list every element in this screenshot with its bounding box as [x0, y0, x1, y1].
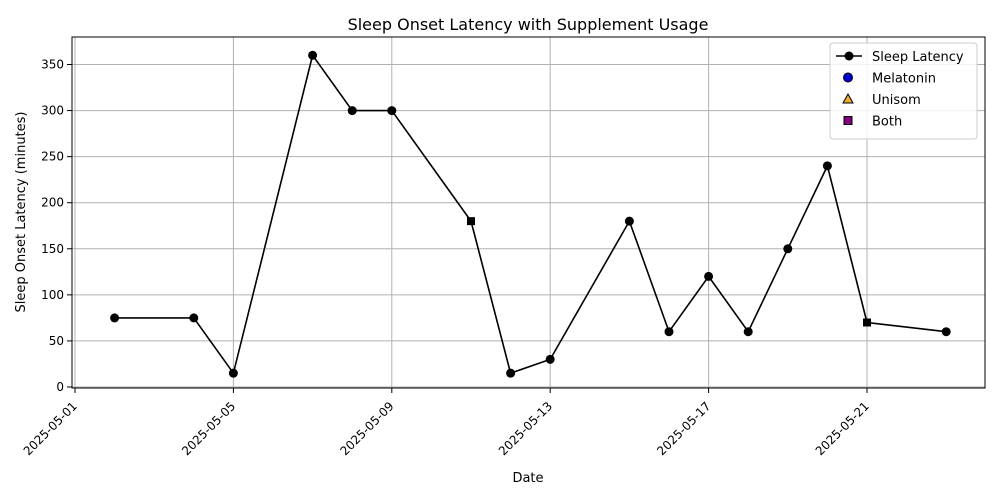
data-point [347, 106, 357, 116]
y-tick-label: 250 [41, 150, 64, 164]
data-point [308, 50, 318, 60]
data-point [228, 368, 238, 378]
legend-item: Sleep Latency [836, 50, 964, 65]
y-tick-label: 200 [41, 196, 64, 210]
data-point [664, 327, 674, 337]
y-tick-label: 50 [49, 334, 64, 348]
x-tick-label: 2025-05-05 [179, 399, 238, 458]
data-point [545, 354, 555, 364]
series-line [114, 53, 947, 376]
data-point [387, 106, 397, 116]
legend-box [829, 42, 978, 140]
y-tick-label: 100 [41, 288, 64, 302]
legend-item: Both [843, 115, 902, 130]
legend-label: Sleep Latency [872, 50, 964, 65]
legend-marker [843, 72, 853, 83]
legend: Sleep Latency Melatonin Unisom Both [829, 42, 978, 140]
y-tick-label: 300 [41, 104, 64, 118]
legend-label: Melatonin [872, 72, 936, 87]
data-point [110, 313, 120, 323]
x-tick-label: 2025-05-21 [813, 399, 872, 458]
y-tick-label: 350 [41, 58, 64, 72]
y-axis-label: Sleep Onset Latency (minutes) [14, 112, 29, 313]
legend-marker [843, 116, 853, 125]
data-point [743, 327, 753, 337]
legend-label: Unisom [872, 93, 921, 108]
legend-marker [844, 51, 854, 61]
data-point [189, 313, 199, 323]
data-point [783, 244, 793, 254]
data-point [941, 327, 951, 337]
data-point [624, 216, 634, 226]
data-point [506, 368, 516, 378]
series-group [110, 50, 951, 378]
legend-label: Both [872, 115, 902, 130]
x-tick-label: 2025-05-13 [496, 399, 555, 458]
x-tick-label: 2025-05-09 [337, 399, 396, 458]
legend-item: Melatonin [843, 72, 936, 87]
data-point [704, 271, 714, 281]
plot-frame [71, 36, 986, 389]
legend-item: Unisom [842, 92, 921, 108]
y-tick-label: 150 [41, 242, 64, 256]
x-tick-label: 2025-05-17 [654, 399, 713, 458]
chart-title: Sleep Onset Latency with Supplement Usag… [348, 15, 709, 34]
y-axis: 0 50 100 150 200 250 300 350 [41, 58, 72, 394]
y-tick-label: 0 [56, 380, 64, 394]
data-point [822, 161, 832, 171]
x-axis: 2025-05-01 2025-05-05 2025-05-09 2025-05-13… [21, 388, 872, 458]
x-tick-label: 2025-05-01 [21, 399, 80, 458]
legend-marker [842, 92, 854, 104]
data-point-square [863, 318, 871, 327]
x-axis-label: Date [512, 471, 543, 486]
data-point-square [467, 217, 475, 226]
